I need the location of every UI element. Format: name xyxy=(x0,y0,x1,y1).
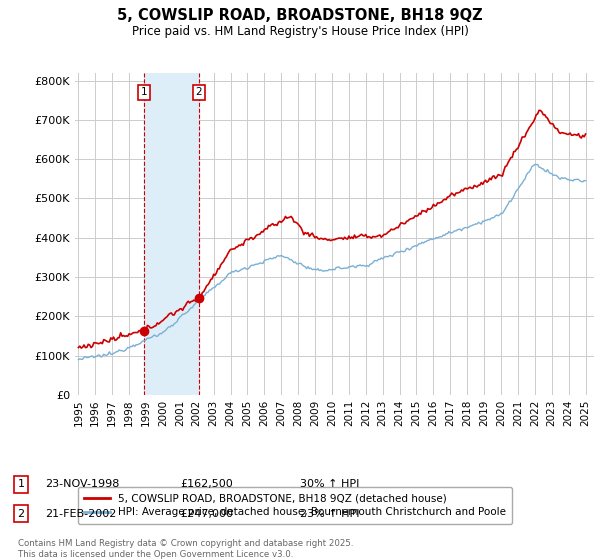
Text: 2: 2 xyxy=(17,508,25,519)
Text: 5, COWSLIP ROAD, BROADSTONE, BH18 9QZ: 5, COWSLIP ROAD, BROADSTONE, BH18 9QZ xyxy=(117,8,483,24)
Text: £162,500: £162,500 xyxy=(180,479,233,489)
Text: 23% ↑ HPI: 23% ↑ HPI xyxy=(300,508,359,519)
Bar xyxy=(144,73,199,395)
Text: Price paid vs. HM Land Registry's House Price Index (HPI): Price paid vs. HM Land Registry's House … xyxy=(131,25,469,38)
Text: 1: 1 xyxy=(17,479,25,489)
Text: 1: 1 xyxy=(140,87,147,97)
Text: Contains HM Land Registry data © Crown copyright and database right 2025.
This d: Contains HM Land Registry data © Crown c… xyxy=(18,539,353,559)
Text: 2: 2 xyxy=(196,87,202,97)
Text: £247,000: £247,000 xyxy=(180,508,233,519)
Text: 30% ↑ HPI: 30% ↑ HPI xyxy=(300,479,359,489)
Legend: 5, COWSLIP ROAD, BROADSTONE, BH18 9QZ (detached house), HPI: Average price, deta: 5, COWSLIP ROAD, BROADSTONE, BH18 9QZ (d… xyxy=(77,487,512,524)
Text: 21-FEB-2002: 21-FEB-2002 xyxy=(45,508,116,519)
Text: 23-NOV-1998: 23-NOV-1998 xyxy=(45,479,119,489)
